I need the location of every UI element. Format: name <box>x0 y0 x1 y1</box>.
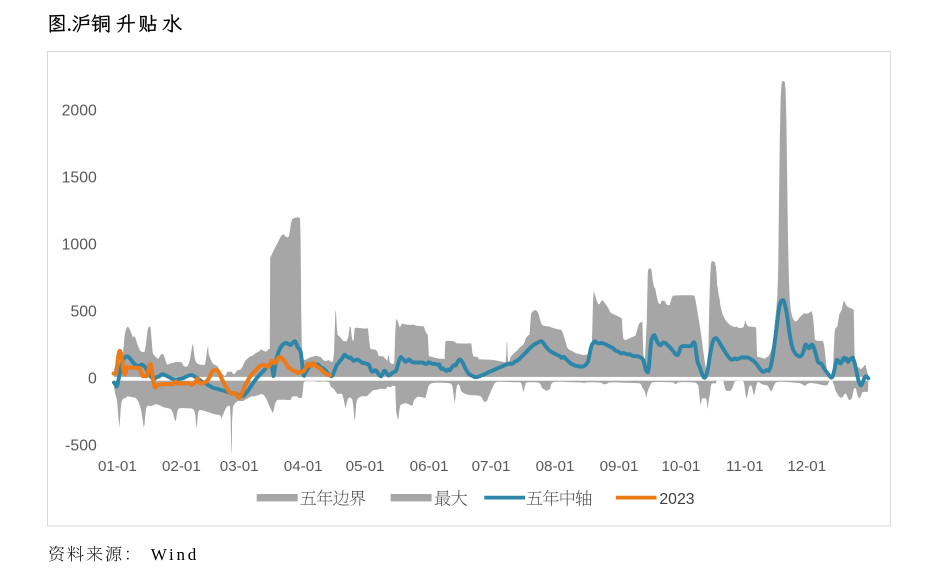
svg-text:2023: 2023 <box>659 491 694 508</box>
svg-text:12-01: 12-01 <box>787 458 826 475</box>
svg-text:09-01: 09-01 <box>600 458 639 475</box>
svg-text:11-01: 11-01 <box>726 458 764 475</box>
svg-text:1500: 1500 <box>62 169 97 186</box>
svg-text:08-01: 08-01 <box>536 458 575 475</box>
svg-text:2000: 2000 <box>62 102 97 119</box>
svg-text:03-01: 03-01 <box>220 458 259 475</box>
svg-text:05-01: 05-01 <box>346 458 385 475</box>
svg-text:-500: -500 <box>65 437 97 454</box>
svg-text:0: 0 <box>88 370 97 387</box>
svg-text:02-01: 02-01 <box>162 458 201 475</box>
svg-text:10-01: 10-01 <box>661 458 700 475</box>
svg-text:500: 500 <box>70 303 97 320</box>
svg-text:01-01: 01-01 <box>98 458 137 475</box>
svg-text:06-01: 06-01 <box>410 458 449 475</box>
svg-text:07-01: 07-01 <box>472 458 511 475</box>
svg-text:Wind: Wind <box>151 545 199 564</box>
svg-text:1000: 1000 <box>62 236 97 253</box>
svg-text:04-01: 04-01 <box>284 458 323 475</box>
